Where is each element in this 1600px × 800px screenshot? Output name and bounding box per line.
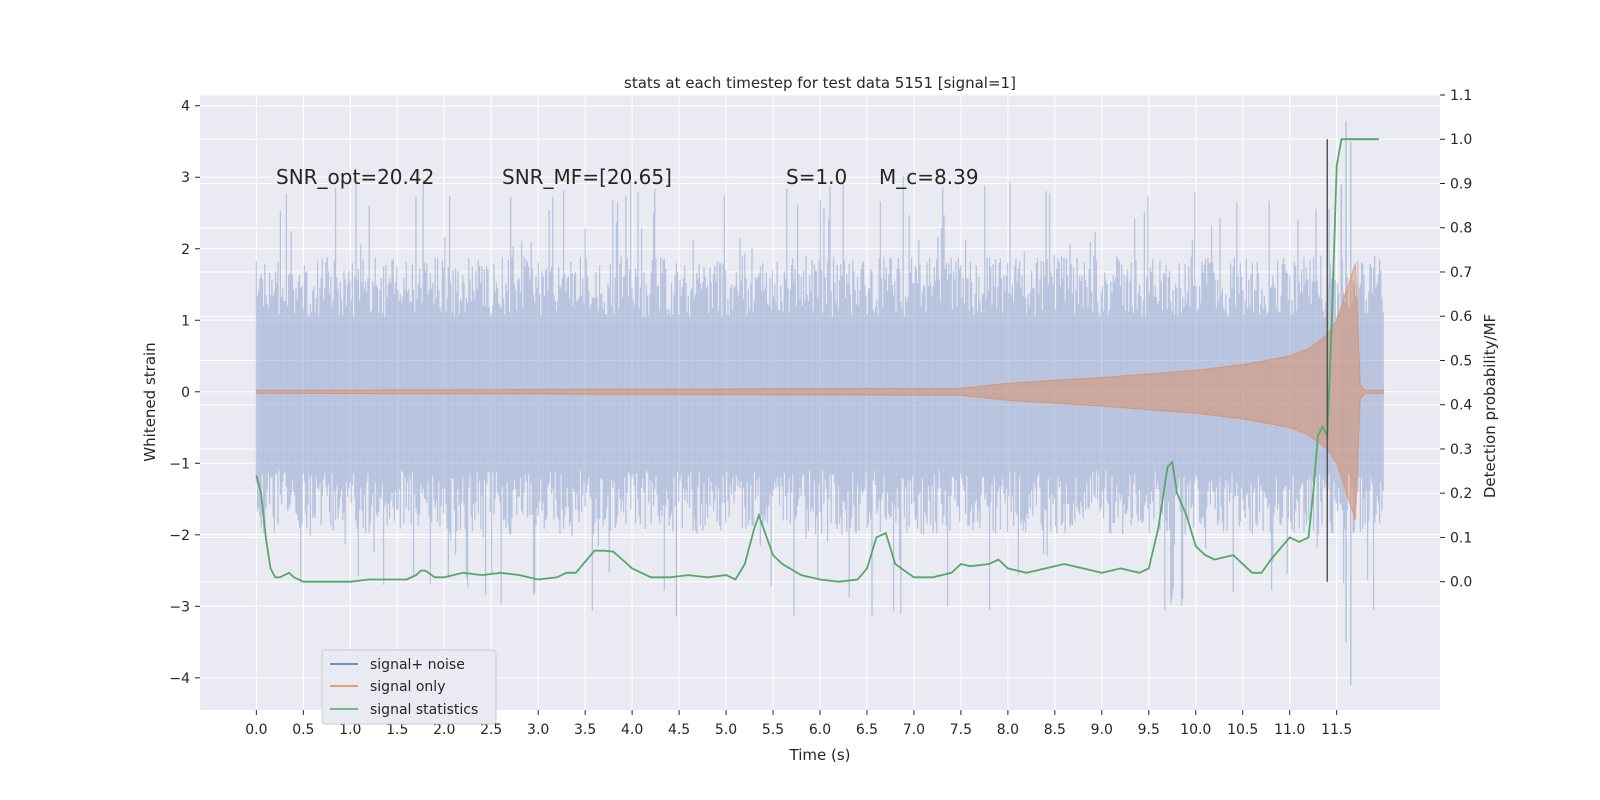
y-right-tick-label: 0.3: [1450, 442, 1472, 458]
annotation-s: S=1.0: [786, 165, 847, 189]
y-axis-label: Whitened strain: [141, 342, 159, 461]
y-ticks: −4 −3 −2 −1 0 1 2 3 4: [169, 99, 200, 687]
y-tick-label: 0: [181, 385, 190, 401]
y-right-tick-label: 0.7: [1450, 265, 1472, 281]
x-tick-label: 9.0: [1091, 722, 1113, 738]
y-tick-label: 4: [181, 99, 190, 115]
x-tick-label: 1.0: [339, 722, 361, 738]
annotation-mc: M_c=8.39: [879, 165, 979, 189]
y-tick-label: −2: [169, 528, 190, 544]
x-tick-label: 0.5: [292, 722, 314, 738]
y-tick-label: −3: [169, 599, 190, 615]
x-tick-label: 10.0: [1180, 722, 1211, 738]
x-tick-label: 3.5: [574, 722, 596, 738]
x-tick-label: 3.0: [527, 722, 549, 738]
x-tick-label: 0.0: [245, 722, 267, 738]
y-right-tick-label: 0.4: [1450, 398, 1472, 414]
x-tick-label: 5.0: [715, 722, 737, 738]
x-tick-label: 2.5: [480, 722, 502, 738]
y-tick-label: 1: [181, 313, 190, 329]
statistics-series: [255, 138, 1379, 583]
annotation-snr-mf: SNR_MF=[20.65]: [502, 165, 672, 189]
x-tick-label: 8.0: [997, 722, 1019, 738]
y-right-tick-label: 0.1: [1450, 530, 1472, 546]
chart-title: stats at each timestep for test data 515…: [624, 74, 1016, 92]
legend-label-statistics: signal statistics: [370, 702, 478, 718]
y-tick-label: −1: [169, 456, 190, 472]
legend: signal+ noise signal only signal statist…: [321, 649, 497, 725]
y-right-tick-label: 0.2: [1450, 486, 1472, 502]
x-tick-label: 10.5: [1227, 722, 1258, 738]
signal-statistics-line: [255, 138, 1379, 583]
x-tick-label: 8.5: [1044, 722, 1066, 738]
noise-series: [255, 121, 1384, 685]
x-tick-label: 4.5: [668, 722, 690, 738]
x-tick-label: 11.0: [1274, 722, 1305, 738]
legend-box: [321, 649, 497, 725]
legend-label-noise: signal+ noise: [370, 657, 465, 673]
y-right-tick-label: 0.5: [1450, 353, 1472, 369]
x-tick-label: 7.0: [903, 722, 925, 738]
y-right-tick-label: 0.0: [1450, 575, 1472, 591]
signal-only-trace: [255, 262, 1385, 521]
noise-trace: [255, 121, 1384, 685]
x-tick-label: 1.5: [386, 722, 408, 738]
x-tick-label: 7.5: [950, 722, 972, 738]
annotation-snr-opt: SNR_opt=20.42: [276, 165, 434, 189]
y-ticks-right: 0.0 0.1 0.2 0.3 0.4 0.5 0.6 0.7 0.8 0.9 1.0 1.1: [1440, 88, 1472, 591]
x-axis-label: Time (s): [789, 746, 851, 764]
y-tick-label: 3: [181, 170, 190, 186]
y-right-tick-label: 1.0: [1450, 132, 1472, 148]
y-tick-label: −4: [169, 671, 190, 687]
x-tick-label: 6.5: [856, 722, 878, 738]
x-ticks: 0.0 0.5 1.0 1.5 2.0 2.5 3.0 3.5 4.0 4.5 5.0 5.5 6.0 6…: [245, 710, 1352, 738]
x-tick-label: 4.0: [621, 722, 643, 738]
x-tick-label: 5.5: [762, 722, 784, 738]
y-axis-right-label: Detection probability/MF: [1481, 314, 1499, 498]
x-tick-label: 11.5: [1321, 722, 1352, 738]
y-tick-label: 2: [181, 242, 190, 258]
y-right-tick-label: 0.9: [1450, 176, 1472, 192]
x-tick-label: 9.5: [1138, 722, 1160, 738]
x-tick-label: 6.0: [809, 722, 831, 738]
y-right-tick-label: 0.8: [1450, 221, 1472, 237]
y-right-tick-label: 1.1: [1450, 88, 1472, 104]
legend-label-signal: signal only: [370, 679, 445, 695]
x-tick-label: 2.0: [433, 722, 455, 738]
signal-series: [255, 262, 1385, 521]
y-right-tick-label: 0.6: [1450, 309, 1472, 325]
